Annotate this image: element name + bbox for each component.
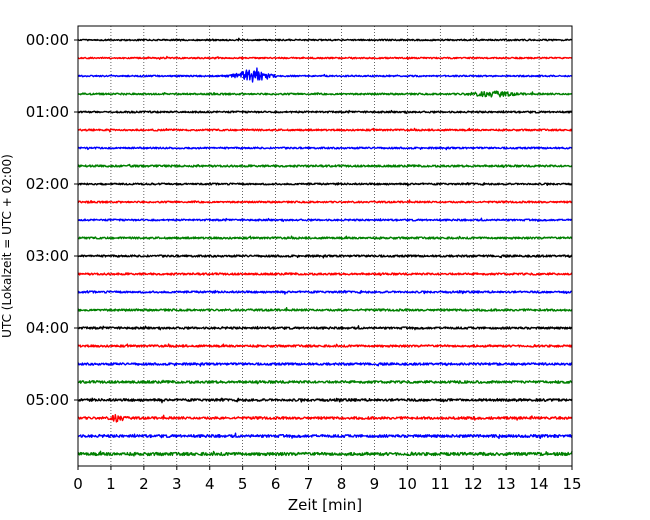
- trace-0345: [77, 306, 573, 312]
- x-tick-label: 3: [172, 475, 182, 493]
- trace-0130: [77, 146, 573, 151]
- x-tick-label: 4: [205, 475, 215, 493]
- grid-lines: [110, 26, 540, 466]
- trace-0545: [77, 450, 573, 457]
- trace-0000: [77, 37, 573, 42]
- y-tick-label: 03:00: [26, 247, 69, 265]
- trace-0145: [77, 163, 573, 169]
- trace-0315: [77, 272, 573, 277]
- x-tick-label: 12: [464, 475, 483, 493]
- trace-0400: [77, 325, 573, 331]
- trace-0530: [77, 432, 573, 440]
- x-tick-label: 11: [431, 475, 450, 493]
- plot-frame: [77, 25, 573, 467]
- y-tick-label: 04:00: [26, 319, 69, 337]
- x-tick-label: 15: [562, 475, 581, 493]
- trace-0300: [77, 254, 573, 259]
- traces: [77, 37, 573, 457]
- y-tick-label: 05:00: [26, 391, 69, 409]
- trace-0215: [77, 199, 573, 204]
- x-tick-label: 9: [370, 475, 380, 493]
- x-tick-label: 1: [106, 475, 116, 493]
- trace-0415: [77, 343, 573, 348]
- trace-0500: [77, 397, 573, 404]
- trace-0015: [77, 55, 573, 60]
- y-tick-label: 01:00: [26, 103, 69, 121]
- x-tick-label: 2: [139, 475, 149, 493]
- x-axis-ticks: 0 1 2 3 4 5 6 7 8 9 10 11 12 13 14 15: [73, 466, 582, 493]
- trace-0445: [77, 379, 573, 385]
- x-tick-label: 5: [238, 475, 248, 493]
- trace-0245: [77, 235, 573, 240]
- y-tick-label: 02:00: [26, 175, 69, 193]
- trace-0100: [77, 109, 573, 115]
- trace-0030: [77, 67, 573, 83]
- y-axis-label: UTC (Lokalzeit = UTC + 02:00): [0, 154, 14, 338]
- y-tick-label: 00:00: [26, 31, 69, 49]
- y-axis-ticks: 00:00 01:00 02:00 03:00 04:00 05:00: [26, 31, 78, 409]
- trace-0045: [77, 90, 573, 98]
- x-tick-label: 6: [271, 475, 281, 493]
- x-axis-label: Zeit [min]: [288, 496, 362, 514]
- x-tick-label: 10: [398, 475, 417, 493]
- trace-0200: [77, 182, 573, 187]
- trace-0115: [77, 127, 573, 133]
- x-tick-label: 8: [337, 475, 347, 493]
- trace-0515: [77, 413, 573, 423]
- x-tick-label: 7: [304, 475, 314, 493]
- trace-0330: [77, 289, 573, 295]
- trace-0230: [77, 217, 573, 223]
- x-tick-label: 14: [530, 475, 549, 493]
- x-tick-label: 13: [497, 475, 516, 493]
- trace-0430: [77, 362, 573, 367]
- x-tick-label: 0: [73, 475, 83, 493]
